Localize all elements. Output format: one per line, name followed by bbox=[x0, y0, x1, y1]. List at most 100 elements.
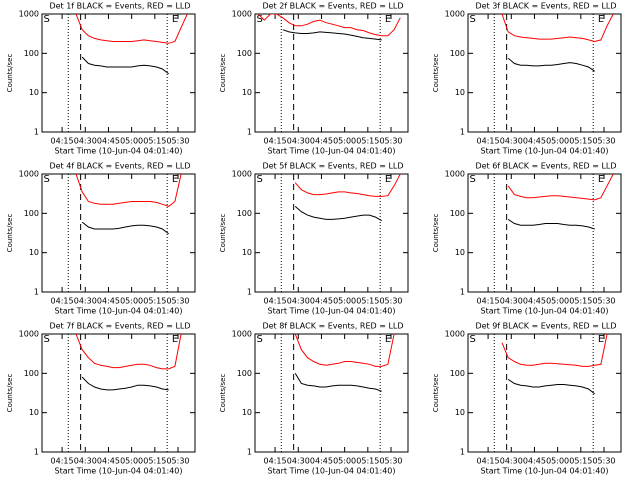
x-tick-label: 04:30 bbox=[287, 457, 310, 466]
x-tick-label: 04:45 bbox=[97, 137, 120, 146]
panel: Det 7f BLACK = Events, RED = LLD Counts/s… bbox=[6, 322, 196, 476]
x-tick-label: 04:45 bbox=[310, 457, 333, 466]
series-line bbox=[257, 14, 401, 37]
y-tick-label: 1 bbox=[247, 288, 252, 297]
x-axis-label: Start Time (10-Jun-04 04:01:40) bbox=[481, 147, 609, 156]
y-tick-label: 10 bbox=[455, 88, 465, 97]
y-tick-label: 1 bbox=[460, 128, 465, 137]
annotation: S bbox=[44, 14, 50, 25]
x-tick-label: 04:45 bbox=[523, 137, 546, 146]
x-tick-label: 05:15 bbox=[569, 297, 592, 306]
x-tick-label: 04:30 bbox=[74, 137, 97, 146]
annotation: E bbox=[598, 334, 604, 345]
x-tick-label: 05:00 bbox=[333, 457, 356, 466]
x-tick-label: 05:30 bbox=[166, 137, 189, 146]
annotation: E bbox=[172, 334, 178, 345]
x-tick-label: 04:30 bbox=[287, 137, 310, 146]
series-line bbox=[282, 29, 382, 41]
series-line bbox=[294, 373, 382, 392]
annotation: S bbox=[257, 174, 263, 185]
series-line bbox=[81, 221, 170, 235]
x-tick-label: 05:15 bbox=[143, 297, 166, 306]
x-tick-label: 05:00 bbox=[120, 137, 143, 146]
y-axis-label: Counts/sec bbox=[219, 54, 227, 93]
series-line bbox=[501, 334, 608, 367]
annotation: E bbox=[598, 14, 604, 25]
x-tick-label: 05:30 bbox=[379, 137, 402, 146]
chart-title: Det 8f BLACK = Events, RED = LLD bbox=[262, 322, 403, 331]
panel: Det 1f BLACK = Events, RED = LLD Counts/s… bbox=[6, 2, 196, 156]
x-tick-label: 05:30 bbox=[166, 297, 189, 306]
x-tick-label: 05:30 bbox=[379, 457, 402, 466]
x-tick-label: 04:30 bbox=[287, 297, 310, 306]
series-line bbox=[294, 334, 395, 367]
y-tick-label: 10 bbox=[455, 408, 465, 417]
panel: Det 9f BLACK = Events, RED = LLD Counts/s… bbox=[432, 322, 622, 476]
plot-frame bbox=[41, 333, 196, 453]
x-tick-label: 05:30 bbox=[379, 297, 402, 306]
x-tick-label: 05:15 bbox=[143, 457, 166, 466]
plot-frame bbox=[467, 13, 622, 133]
annotation: E bbox=[172, 14, 178, 25]
y-tick-label: 1000 bbox=[445, 330, 465, 339]
series-line bbox=[294, 206, 382, 222]
y-axis-label: Counts/sec bbox=[432, 374, 440, 413]
x-tick-label: 05:00 bbox=[333, 297, 356, 306]
chart-title: Det 1f BLACK = Events, RED = LLD bbox=[49, 2, 190, 11]
x-tick-label: 04:45 bbox=[523, 457, 546, 466]
chart-title: Det 7f BLACK = Events, RED = LLD bbox=[49, 322, 190, 331]
x-tick-label: 04:15 bbox=[264, 137, 287, 146]
plot-frame bbox=[41, 173, 196, 293]
y-tick-label: 100 bbox=[237, 369, 252, 378]
y-tick-label: 1 bbox=[34, 288, 39, 297]
y-tick-label: 10 bbox=[29, 248, 39, 257]
x-tick-label: 05:00 bbox=[546, 137, 569, 146]
x-tick-label: 04:45 bbox=[310, 297, 333, 306]
chart-title: Det 4f BLACK = Events, RED = LLD bbox=[49, 162, 190, 171]
annotation: E bbox=[385, 14, 391, 25]
x-tick-label: 04:15 bbox=[477, 297, 500, 306]
x-tick-label: 04:15 bbox=[264, 297, 287, 306]
x-tick-label: 05:15 bbox=[569, 457, 592, 466]
series-line bbox=[507, 218, 595, 230]
y-axis-label: Counts/sec bbox=[6, 54, 14, 93]
x-tick-label: 04:30 bbox=[74, 297, 97, 306]
series-line bbox=[507, 378, 596, 395]
x-tick-label: 05:00 bbox=[120, 297, 143, 306]
x-tick-label: 05:15 bbox=[356, 137, 379, 146]
annotation: S bbox=[470, 334, 476, 345]
annotation: S bbox=[44, 334, 50, 345]
y-tick-label: 100 bbox=[450, 49, 465, 58]
panel: Det 2f BLACK = Events, RED = LLD Counts/s… bbox=[219, 2, 409, 156]
y-tick-label: 1 bbox=[460, 288, 465, 297]
y-tick-label: 1000 bbox=[19, 10, 39, 19]
x-axis-label: Start Time (10-Jun-04 04:01:40) bbox=[268, 147, 396, 156]
plot-frame bbox=[467, 173, 622, 293]
x-tick-label: 05:30 bbox=[592, 457, 615, 466]
plot-frame bbox=[41, 13, 196, 133]
y-tick-label: 100 bbox=[24, 49, 39, 58]
y-axis-label: Counts/sec bbox=[219, 214, 227, 253]
y-tick-label: 10 bbox=[242, 408, 252, 417]
x-tick-label: 05:30 bbox=[592, 297, 615, 306]
x-tick-label: 04:30 bbox=[500, 457, 523, 466]
x-tick-label: 04:15 bbox=[264, 457, 287, 466]
plot-frame bbox=[254, 333, 409, 453]
x-tick-label: 04:15 bbox=[477, 137, 500, 146]
x-tick-label: 04:45 bbox=[97, 457, 120, 466]
x-tick-label: 05:00 bbox=[546, 297, 569, 306]
y-tick-label: 100 bbox=[237, 209, 252, 218]
y-axis-label: Counts/sec bbox=[6, 214, 14, 253]
y-axis-label: Counts/sec bbox=[432, 54, 440, 93]
panel: Det 6f BLACK = Events, RED = LLD Counts/s… bbox=[432, 162, 622, 316]
x-tick-label: 04:15 bbox=[51, 137, 74, 146]
x-axis-label: Start Time (10-Jun-04 04:01:40) bbox=[268, 467, 396, 476]
panel: Det 3f BLACK = Events, RED = LLD Counts/s… bbox=[432, 2, 622, 156]
annotation: E bbox=[385, 334, 391, 345]
y-tick-label: 100 bbox=[24, 209, 39, 218]
y-tick-label: 1000 bbox=[232, 10, 252, 19]
chart-title: Det 2f BLACK = Events, RED = LLD bbox=[262, 2, 403, 11]
panel: Det 5f BLACK = Events, RED = LLD Counts/s… bbox=[219, 162, 409, 316]
x-tick-label: 04:45 bbox=[523, 297, 546, 306]
